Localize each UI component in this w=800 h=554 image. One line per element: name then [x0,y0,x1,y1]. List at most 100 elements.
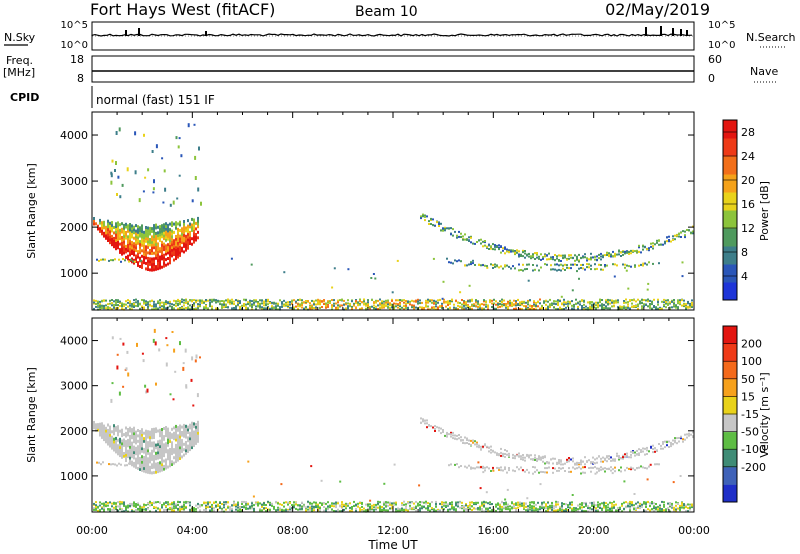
data-cell [193,304,195,307]
data-cell [648,465,650,468]
data-cell [367,301,369,304]
data-cell [99,430,101,434]
data-cell [275,500,277,503]
data-cell [173,450,175,454]
data-cell [527,308,529,311]
data-cell [169,450,171,454]
data-cell [417,504,419,507]
data-cell [415,306,417,309]
data-cell [633,299,635,302]
data-cell [605,301,607,304]
data-cell [471,299,473,302]
data-cell [661,509,663,512]
data-cell [119,242,121,246]
data-cell [393,306,395,309]
noise-sky-line [91,33,693,37]
data-cell [504,455,506,458]
data-cell [167,457,169,461]
data-cell [405,300,407,302]
data-cell [144,384,147,388]
data-cell [179,509,181,512]
data-cell [441,297,444,300]
data-cell [177,241,179,245]
data-cell [173,461,175,465]
data-cell [663,505,665,508]
data-cell [197,426,199,430]
data-cell [513,506,515,509]
data-cell [371,504,373,507]
data-cell [596,255,598,258]
data-cell [647,282,650,285]
data-cell [159,445,161,448]
data-cell [489,501,491,504]
data-cell [407,510,409,513]
data-cell [630,468,632,471]
data-cell [681,261,684,264]
data-cell [618,253,620,256]
data-cell [500,265,502,268]
data-cell [675,504,677,507]
data-cell [183,426,185,430]
data-cell [553,507,555,510]
data-cell [191,435,193,439]
data-cell [585,503,587,506]
data-cell [479,507,481,510]
data-cell [459,501,461,504]
data-cell [313,501,315,504]
data-cell [153,303,155,306]
data-cell [195,431,197,435]
data-cell [483,307,485,310]
data-cell [259,302,261,305]
data-cell [472,439,474,442]
data-cell [359,303,361,306]
data-cell [588,459,590,462]
data-cell [147,502,149,505]
data-cell [357,302,359,305]
data-cell [105,429,107,433]
data-cell [235,307,237,310]
data-cell [167,234,169,238]
data-cell [115,225,117,229]
data-cell [137,228,139,231]
data-cell [135,304,137,307]
data-cell [583,510,585,513]
data-cell [185,243,187,247]
data-cell [167,229,169,233]
data-cell [596,267,598,270]
data-cell [634,250,636,253]
data-cell [173,456,175,460]
data-cell [454,259,456,262]
data-cell [618,458,620,461]
data-cell [169,456,171,460]
data-cell [205,300,207,303]
data-cell [542,257,544,260]
data-cell [95,506,97,509]
data-cell [161,468,163,472]
data-cell [173,509,175,512]
data-cell [674,441,676,444]
data-cell [560,295,563,298]
data-cell [561,303,563,306]
data-cell [169,233,171,237]
data-cell [556,463,558,465]
data-cell [440,229,442,232]
data-cell [355,299,357,301]
data-cell [331,299,333,301]
data-cell [119,231,121,235]
data-cell [663,501,665,504]
data-cell [401,299,403,302]
data-cell [646,446,648,449]
data-cell [628,251,630,253]
data-cell [247,301,249,304]
data-cell [488,244,490,247]
data-cell [673,303,675,306]
data-cell [451,501,453,504]
data-cell [468,443,470,445]
data-cell [582,460,584,463]
data-cell [155,234,157,238]
data-cell [177,428,179,432]
data-cell [514,455,516,458]
data-cell [611,301,613,304]
data-cell [434,425,436,428]
data-cell [610,255,612,258]
